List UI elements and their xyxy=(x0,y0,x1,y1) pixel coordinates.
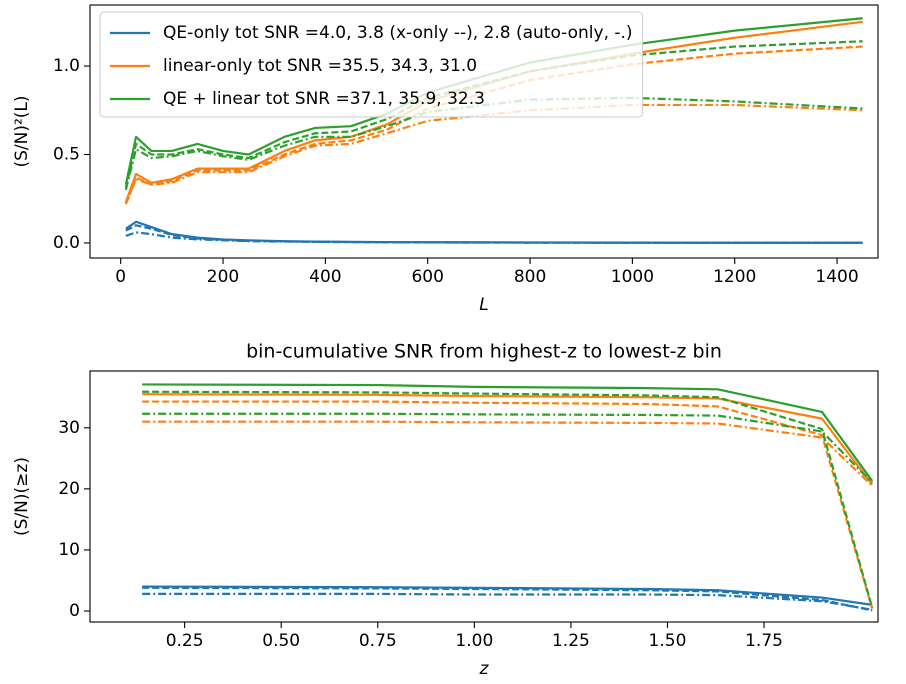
x-tick-label: 1400 xyxy=(815,267,858,287)
series-line xyxy=(142,390,874,609)
x-tick-label: 0.25 xyxy=(166,631,204,651)
series-line xyxy=(125,231,863,244)
axes-frame xyxy=(89,4,879,259)
x-tick-label: 400 xyxy=(309,267,341,287)
series-line xyxy=(142,393,874,486)
x-tick-label: 600 xyxy=(411,267,443,287)
y-axis-label: (S/N)(≥z) xyxy=(12,457,32,536)
series-line xyxy=(142,592,873,611)
legend-label: QE-only tot SNR =4.0, 3.8 (x-only --), 2… xyxy=(163,23,633,43)
x-tick-label: 1.75 xyxy=(745,631,783,651)
y-axis-label: (S/N)²(L) xyxy=(12,95,32,167)
series-line xyxy=(142,420,873,487)
chart-title: bin-cumulative SNR from highest-z to low… xyxy=(246,341,722,363)
series-line xyxy=(142,412,873,484)
y-tick-label: 0.0 xyxy=(53,233,80,253)
x-tick-label: 1.25 xyxy=(552,631,590,651)
x-tick-label: 1.50 xyxy=(649,631,687,651)
legend-label: QE + linear tot SNR =37.1, 35.9, 32.3 xyxy=(163,89,485,109)
axes-frame xyxy=(89,370,879,623)
y-tick-label: 30 xyxy=(58,418,80,438)
x-axis-label: z xyxy=(479,659,490,679)
y-tick-label: 1.0 xyxy=(53,56,80,76)
x-tick-label: 0 xyxy=(115,267,126,287)
x-tick-label: 0.50 xyxy=(262,631,300,651)
x-tick-label: 1000 xyxy=(611,267,654,287)
series-line xyxy=(125,224,863,244)
y-tick-label: 0 xyxy=(69,601,80,621)
x-tick-label: 200 xyxy=(207,267,239,287)
y-tick-label: 20 xyxy=(58,479,80,499)
legend-label: linear-only tot SNR =35.5, 34.3, 31.0 xyxy=(163,56,477,76)
subplot: 0 200 400 600 800 1000 1200 1400 0.0 0.5 1.0 L (S/N)… xyxy=(12,4,879,315)
series-line xyxy=(142,586,873,612)
plot-area xyxy=(142,383,874,612)
series-line xyxy=(142,383,874,482)
series-line xyxy=(142,400,874,609)
subplot: 0.25 0.50 0.75 1.00 1.25 1.50 1.75 0 10 20 30 bin-c… xyxy=(12,341,879,679)
series-line xyxy=(142,585,873,606)
x-tick-label: 1.00 xyxy=(455,631,493,651)
y-tick-label: 10 xyxy=(58,540,80,560)
series-line xyxy=(124,103,863,205)
x-tick-label: 0.75 xyxy=(359,631,397,651)
legend-box xyxy=(99,11,644,118)
y-tick-label: 0.5 xyxy=(53,145,80,165)
x-tick-label: 1200 xyxy=(713,267,756,287)
x-axis-label: L xyxy=(479,295,488,315)
x-tick-label: 800 xyxy=(514,267,546,287)
